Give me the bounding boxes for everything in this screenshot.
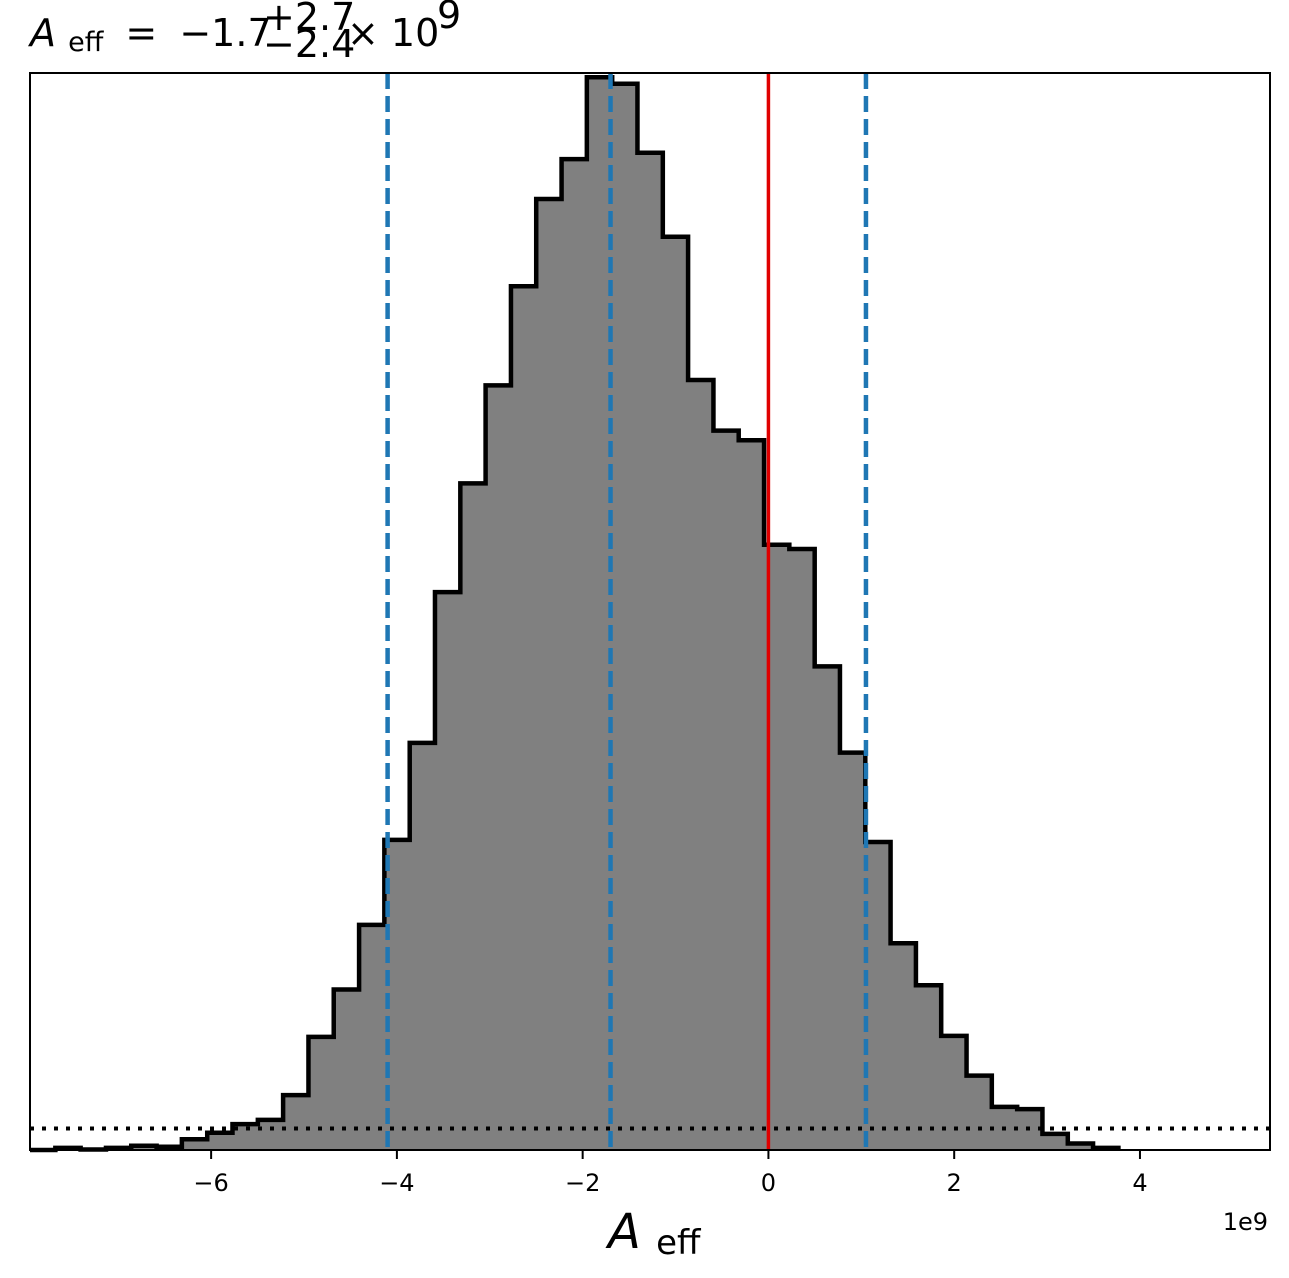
- histogram-bar: [460, 483, 487, 1150]
- histogram-bar: [257, 1119, 284, 1150]
- histogram-bar: [536, 199, 563, 1150]
- x-tick-label: −6: [193, 1169, 228, 1197]
- x-offset-text: 1e9: [1223, 1208, 1268, 1236]
- histogram-bar: [941, 1035, 968, 1150]
- x-tick-label: 2: [947, 1169, 962, 1197]
- title-symbol: A: [27, 11, 56, 55]
- x-axis-ticks: −6 −4 −2 0 2 4: [193, 1150, 1148, 1197]
- histogram-bar: [485, 385, 512, 1151]
- title-median: −1.7: [179, 11, 271, 55]
- histogram-bar: [637, 152, 664, 1150]
- x-axis-label-subscript: eff: [656, 1223, 702, 1263]
- histogram-bar: [915, 985, 942, 1150]
- histogram-bar: [308, 1036, 335, 1150]
- x-tick-label: 0: [761, 1169, 776, 1197]
- title-lower-error: −2.4: [263, 22, 355, 66]
- title-exponent: 9: [437, 0, 461, 37]
- histogram-bar: [283, 1095, 309, 1150]
- histogram-bar: [510, 286, 537, 1151]
- histogram-bars: [55, 77, 1119, 1151]
- reference-lines: [30, 73, 1270, 1150]
- histogram-bar: [890, 943, 917, 1150]
- histogram-bar: [561, 159, 588, 1150]
- x-tick-label: −4: [379, 1169, 414, 1197]
- histogram-bar: [738, 440, 765, 1151]
- histogram-bar: [359, 924, 385, 1150]
- histogram-bar: [207, 1132, 233, 1150]
- histogram-bar: [789, 549, 816, 1150]
- histogram-bar: [713, 430, 740, 1151]
- histogram-bar: [662, 236, 689, 1151]
- histogram-bar: [409, 742, 436, 1150]
- title-times-ten: × 10: [347, 11, 439, 55]
- chart-title: A eff = −1.7: [27, 11, 272, 60]
- histogram-bar: [865, 841, 892, 1150]
- x-axis-label: A eff: [605, 1204, 702, 1263]
- histogram-bar: [839, 752, 866, 1150]
- histogram-step-outline: [30, 75, 1121, 1153]
- x-axis-label-symbol: A: [605, 1204, 641, 1260]
- histogram-bar: [612, 83, 638, 1150]
- x-tick-label: −2: [565, 1169, 600, 1197]
- histogram-bar: [1042, 1133, 1069, 1150]
- histogram-bar: [181, 1139, 208, 1150]
- histogram-bar: [688, 379, 714, 1150]
- histogram-bar: [1067, 1143, 1094, 1150]
- x-tick-label: 4: [1132, 1169, 1147, 1197]
- title-subscript: eff: [68, 27, 105, 58]
- histogram-bar: [434, 592, 461, 1150]
- title-equals: =: [125, 11, 157, 55]
- plot-frame: [29, 72, 1271, 1151]
- histogram-bar: [966, 1075, 993, 1150]
- title-upper-error: +2.7: [263, 0, 355, 39]
- histogram-bar: [333, 989, 360, 1150]
- histogram-bar: [814, 666, 841, 1150]
